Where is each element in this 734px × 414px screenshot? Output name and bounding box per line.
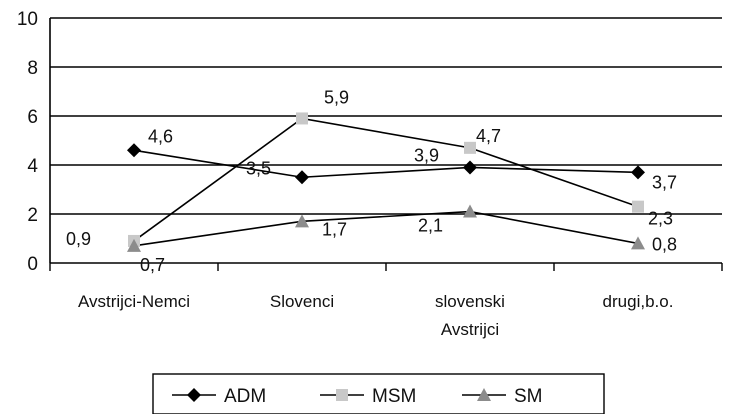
data-point-msm [464, 141, 476, 154]
series-line-msm [133, 117, 639, 242]
legend-label-msm: MSM [372, 386, 416, 407]
data-label: 2,3 [648, 209, 673, 229]
legend-box [152, 373, 605, 414]
series-line-adm [133, 149, 639, 179]
data-point-adm [463, 160, 477, 175]
y-tick-label: 10 [17, 9, 38, 30]
data-label: 0,9 [66, 229, 91, 249]
data-label: 3,5 [246, 158, 271, 178]
x-axis: Avstrijci-Nemci Slovenci slovenski Avstrijc… [49, 263, 723, 339]
y-tick-label: 2 [27, 205, 38, 226]
category-label: Avstrijci-Nemci [78, 292, 190, 311]
category-label: slovenski Avstrijci [435, 292, 505, 339]
series-markers [127, 112, 645, 252]
legend-label-sm: SM [514, 386, 543, 407]
data-point-msm [296, 112, 308, 125]
data-label: 1,7 [322, 219, 347, 239]
category-label: drugi,b.o. [603, 292, 674, 311]
gridlines [49, 17, 722, 264]
data-point-sm [295, 214, 309, 228]
data-point-sm [631, 236, 645, 250]
data-labels: 4,6 3,5 3,9 3,7 0,9 5,9 4,7 2,3 0,7 1,7 2,1 0,8 [66, 87, 677, 274]
data-label: 3,7 [652, 172, 677, 192]
data-label: 4,7 [476, 126, 501, 146]
data-point-sm [463, 204, 477, 218]
data-label: 2,1 [418, 216, 443, 236]
data-label: 0,7 [140, 255, 165, 275]
data-label: 5,9 [324, 87, 349, 107]
y-tick-label: 6 [27, 107, 38, 128]
data-point-adm [631, 165, 645, 180]
data-point-sm [127, 238, 141, 252]
y-axis-ticks: 0 2 4 6 8 10 [17, 9, 39, 275]
y-tick-label: 8 [27, 58, 38, 79]
category-label: Slovenci [270, 292, 334, 311]
data-point-adm [127, 143, 141, 158]
y-tick-label: 4 [27, 156, 38, 177]
data-label: 0,8 [652, 234, 677, 254]
data-label: 4,6 [148, 126, 173, 146]
y-tick-label: 0 [27, 254, 38, 275]
legend-marker-msm [336, 389, 348, 401]
legend-label-adm: ADM [224, 386, 266, 407]
data-point-adm [295, 170, 309, 185]
series-lines [133, 117, 639, 247]
legend: ADM MSM SM [152, 373, 605, 414]
legend-marker-adm [187, 388, 201, 402]
data-label: 3,9 [414, 145, 439, 165]
legend-marker-sm [477, 388, 491, 401]
series-line-sm [133, 210, 639, 247]
data-point-msm [632, 200, 644, 213]
